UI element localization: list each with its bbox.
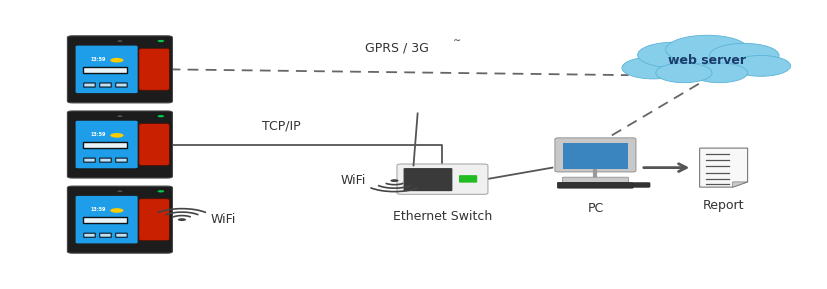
FancyBboxPatch shape — [555, 138, 636, 172]
FancyBboxPatch shape — [100, 158, 112, 162]
FancyBboxPatch shape — [404, 168, 452, 191]
FancyBboxPatch shape — [84, 83, 95, 87]
Circle shape — [178, 218, 186, 221]
Circle shape — [691, 63, 748, 83]
FancyBboxPatch shape — [67, 36, 172, 103]
Text: ∼: ∼ — [453, 36, 461, 45]
Circle shape — [622, 57, 685, 79]
FancyBboxPatch shape — [397, 164, 488, 194]
FancyBboxPatch shape — [75, 46, 137, 93]
FancyBboxPatch shape — [83, 66, 127, 73]
Text: WiFi: WiFi — [211, 213, 236, 226]
Circle shape — [731, 55, 791, 76]
FancyBboxPatch shape — [100, 233, 112, 237]
FancyBboxPatch shape — [139, 199, 170, 240]
FancyBboxPatch shape — [67, 186, 172, 253]
Text: TCP/IP: TCP/IP — [262, 119, 300, 132]
FancyBboxPatch shape — [83, 142, 127, 148]
FancyBboxPatch shape — [139, 124, 170, 165]
FancyBboxPatch shape — [139, 49, 170, 90]
Polygon shape — [733, 182, 748, 187]
Circle shape — [117, 190, 122, 192]
Text: GPRS / 3G: GPRS / 3G — [365, 41, 429, 54]
Circle shape — [157, 190, 164, 192]
Circle shape — [110, 133, 123, 138]
FancyBboxPatch shape — [116, 158, 127, 162]
Circle shape — [157, 115, 164, 117]
Text: PC: PC — [587, 202, 604, 214]
Circle shape — [110, 58, 123, 62]
FancyBboxPatch shape — [83, 217, 127, 223]
Text: WiFi: WiFi — [341, 174, 366, 187]
FancyBboxPatch shape — [116, 83, 127, 87]
Circle shape — [117, 40, 122, 42]
Text: 13:59: 13:59 — [90, 207, 106, 212]
Circle shape — [110, 208, 123, 213]
FancyBboxPatch shape — [75, 196, 137, 243]
FancyBboxPatch shape — [557, 182, 633, 188]
FancyBboxPatch shape — [75, 121, 137, 168]
FancyBboxPatch shape — [562, 143, 629, 169]
FancyBboxPatch shape — [562, 177, 629, 182]
Circle shape — [157, 40, 164, 42]
Text: web server: web server — [668, 54, 746, 67]
Text: 13:59: 13:59 — [90, 57, 106, 62]
Circle shape — [656, 63, 712, 83]
Circle shape — [638, 42, 710, 68]
Text: Ethernet Switch: Ethernet Switch — [393, 210, 492, 223]
FancyBboxPatch shape — [84, 158, 95, 162]
Text: Report: Report — [703, 199, 744, 212]
Circle shape — [710, 43, 779, 68]
FancyBboxPatch shape — [100, 83, 112, 87]
Circle shape — [117, 115, 122, 117]
FancyBboxPatch shape — [633, 183, 650, 187]
Circle shape — [390, 179, 399, 182]
Circle shape — [666, 35, 748, 64]
FancyBboxPatch shape — [84, 233, 95, 237]
Text: 13:59: 13:59 — [90, 132, 106, 137]
FancyBboxPatch shape — [459, 175, 477, 183]
Polygon shape — [700, 148, 748, 187]
FancyBboxPatch shape — [67, 111, 172, 178]
FancyBboxPatch shape — [116, 233, 127, 237]
